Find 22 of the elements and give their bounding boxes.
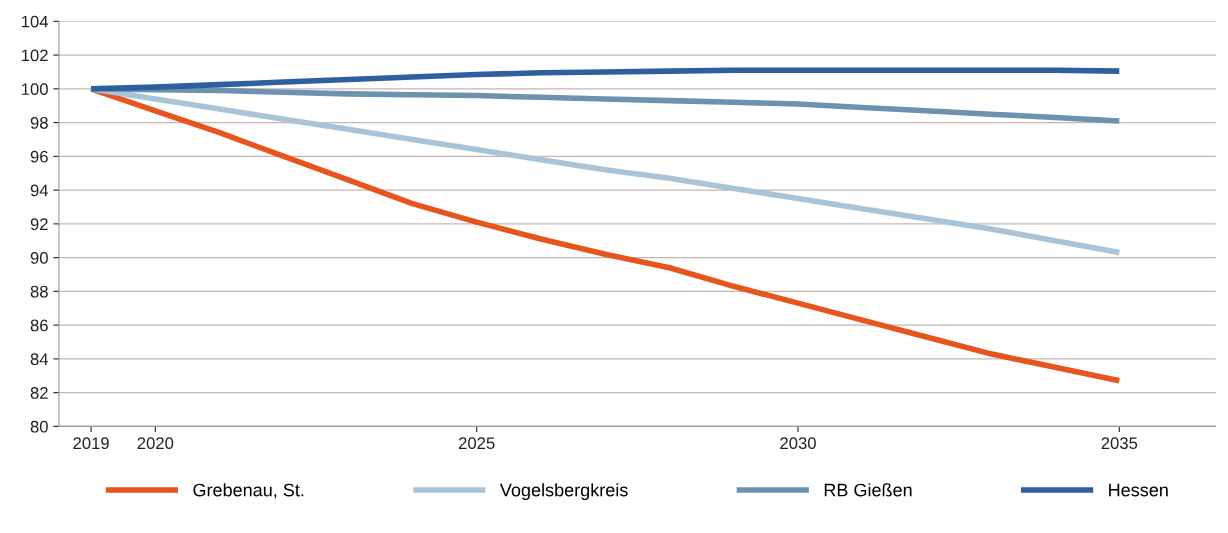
y-tick-label: 102 bbox=[21, 49, 48, 62]
legend-label: Hessen bbox=[1109, 483, 1168, 497]
y-tick-label: 100 bbox=[21, 83, 48, 96]
y-tick-label: 92 bbox=[30, 218, 48, 231]
y-tick-label: 90 bbox=[30, 252, 48, 264]
x-tick-label: 2025 bbox=[458, 437, 495, 450]
y-tick-label: 86 bbox=[30, 319, 48, 332]
y-tick-label: 94 bbox=[30, 184, 49, 197]
x-tick-label: 2020 bbox=[137, 437, 174, 450]
legend-label: RB Gießen bbox=[824, 483, 912, 497]
y-tick-label: 84 bbox=[30, 353, 49, 366]
legend-label: Vogelsbergkreis bbox=[499, 483, 628, 500]
x-tick-label: 2035 bbox=[1101, 437, 1138, 450]
y-tick-label: 82 bbox=[30, 387, 48, 399]
y-tick-label: 88 bbox=[30, 285, 48, 298]
x-tick-label: 2030 bbox=[780, 437, 816, 450]
y-tick-label: 98 bbox=[30, 116, 48, 129]
y-tick-label: 104 bbox=[21, 15, 49, 28]
y-tick-label: 80 bbox=[30, 420, 48, 433]
x-tick-label: 2019 bbox=[73, 437, 109, 450]
legend-label: Grebenau, St. bbox=[193, 483, 304, 499]
y-tick-label: 96 bbox=[30, 150, 48, 163]
